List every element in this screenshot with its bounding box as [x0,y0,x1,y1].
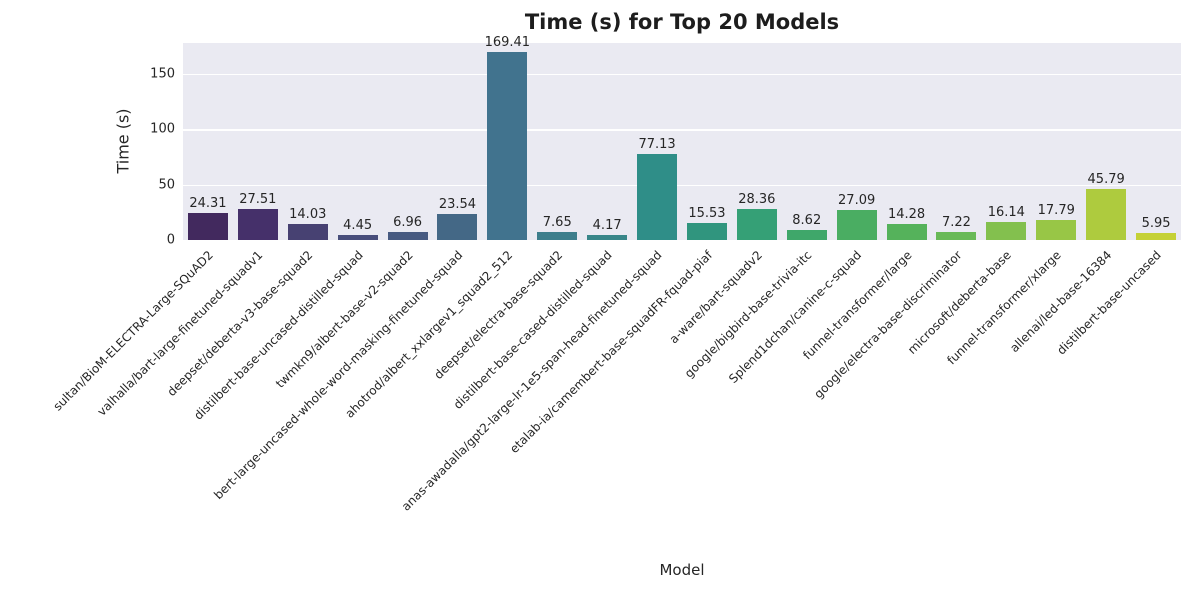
bar-value-label: 17.79 [1037,203,1075,219]
x-tick-label: a-ware/bart-squadv2 [666,248,765,347]
bar-value-label: 27.09 [838,192,876,208]
x-tick-label: distilbert-base-uncased [1054,248,1164,358]
x-tick-label: allenai/led-base-16384 [1006,248,1115,356]
bar-anas-awadalla/gpt2-large-lr-1e5-span-head-finetuned-squad [637,154,678,240]
bar-value-label: 169.41 [484,34,531,50]
bar-value-label: 7.65 [542,214,572,230]
bar-value-label: 24.31 [189,196,227,212]
bar-funnel-transformer/xlarge [1036,220,1077,240]
bar-allenai/led-base-16384 [1086,189,1127,240]
gridline-y-100 [183,129,1181,131]
bar-bert-large-uncased-whole-word-masking-finetuned-squad [437,213,478,240]
plot-area [183,43,1181,240]
bar-value-label: 77.13 [638,137,676,153]
bar-distilbert-base-cased-distilled-squad [587,235,628,240]
bar-value-label: 14.03 [289,207,327,223]
x-tick-label: bert-large-uncased-whole-word-masking-fi… [211,248,466,503]
bar-value-label: 7.22 [941,214,971,230]
bar-google/electra-base-discriminator [936,231,977,240]
bar-funnel-transformer/large [886,224,927,240]
y-tick-label: 0 [166,232,175,248]
bar-valhalla/bart-large-finetuned-squadv1 [237,209,278,240]
y-tick-label: 50 [158,177,175,192]
bar-value-label: 8.62 [792,213,822,229]
bar-microsoft/deberta-base [986,222,1027,240]
bar-value-label: 27.51 [239,192,277,208]
x-axis-label: Model [659,561,705,579]
bar-etalab-ia/camembert-base-squadFR-fquad-piaf [686,222,727,240]
bar-value-label: 14.28 [887,207,926,223]
bar-value-label: 23.54 [438,196,477,212]
bar-value-label: 6.96 [393,215,423,231]
bar-distilbert-base-uncased [1136,233,1177,240]
gridline-y-50 [183,184,1181,187]
y-tick-label: 150 [150,66,175,82]
bar-ahotrod/albert_xxlargev1_squad2_512 [487,51,528,240]
bar-value-label: 28.36 [738,191,776,207]
bar-deepset/electra-base-squad2 [537,231,578,240]
bar-google/bigbird-base-trivia-itc [786,230,827,240]
bar-twmkn9/albert-base-v2-squad2 [387,232,428,240]
bar-value-label: 5.95 [1141,216,1171,232]
bar-value-label: 4.17 [592,218,622,234]
chart-title: Time (s) for Top 20 Models [524,10,840,34]
y-tick-label: 100 [150,121,175,137]
bar-a-ware/bart-squadv2 [736,208,777,240]
y-axis-label: Time (s) [113,108,133,174]
bar-sultan/BioM-ELECTRA-Large-SQuAD2 [187,213,228,240]
bar-value-label: 15.53 [688,205,726,221]
bar-distilbert-base-uncased-distilled-squad [337,235,378,240]
bar-value-label: 16.14 [987,205,1025,221]
bar-value-label: 45.79 [1087,172,1125,188]
gridline-y-150 [183,73,1181,76]
bar-deepset/deberta-v3-base-squad2 [287,224,328,240]
bar-value-label: 4.45 [343,218,373,234]
bar-Splend1dchan/canine-c-squad [836,209,877,240]
